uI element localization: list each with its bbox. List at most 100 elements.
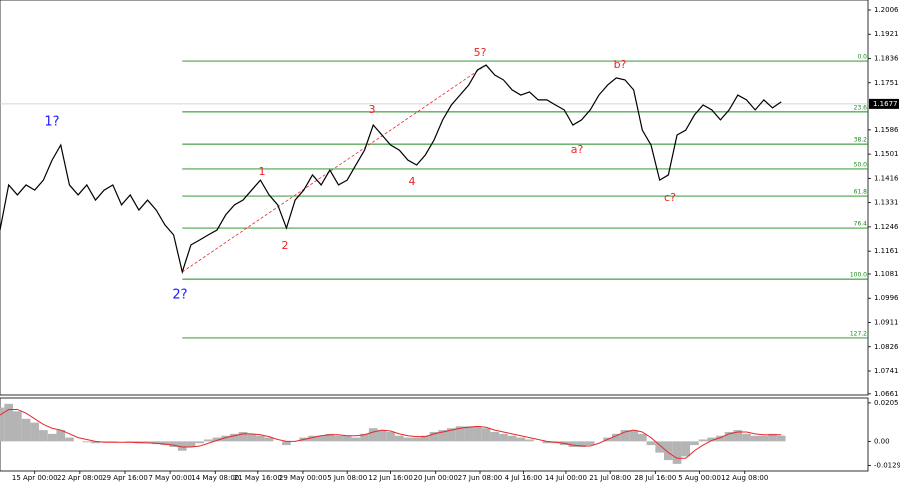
osc-bar bbox=[186, 441, 196, 447]
wave-label: 1? bbox=[44, 115, 59, 130]
osc-bar bbox=[351, 437, 361, 442]
osc-bar bbox=[768, 433, 777, 442]
osc-bar bbox=[611, 433, 621, 442]
osc-bar bbox=[169, 441, 178, 447]
osc-bar bbox=[742, 433, 751, 442]
osc-bar bbox=[759, 435, 769, 442]
osc-bar bbox=[334, 435, 343, 442]
osc-bar bbox=[707, 437, 717, 442]
osc-bar bbox=[203, 439, 213, 442]
x-tick-label: 14 Jul 00:00 bbox=[545, 474, 587, 482]
osc-bar bbox=[65, 437, 74, 442]
osc-bar bbox=[473, 426, 482, 442]
osc-bar bbox=[429, 431, 439, 442]
osc-tick-label: -0.0129 bbox=[874, 462, 900, 470]
osc-bar bbox=[247, 433, 257, 442]
osc-bar bbox=[21, 418, 31, 442]
y-tick-label: 1.1836 bbox=[874, 55, 899, 63]
osc-bar bbox=[776, 435, 786, 442]
y-tick-label: 1.1921 bbox=[874, 30, 899, 38]
osc-bar bbox=[499, 433, 508, 442]
x-tick-label: 29 Apr 16:00 bbox=[102, 474, 148, 482]
osc-bar bbox=[0, 407, 5, 442]
price-line bbox=[0, 64, 782, 275]
y-tick-label: 1.1331 bbox=[874, 199, 899, 207]
x-tick-label: 28 Jul 16:00 bbox=[634, 474, 676, 482]
osc-bar bbox=[507, 435, 517, 442]
osc-bar bbox=[577, 441, 586, 447]
osc-bar bbox=[629, 430, 638, 442]
wave-label: c? bbox=[664, 191, 676, 204]
osc-bar bbox=[724, 431, 734, 442]
osc-bar bbox=[690, 441, 699, 446]
y-tick-label: 1.1246 bbox=[874, 223, 899, 231]
osc-bar bbox=[82, 441, 92, 443]
osc-bar bbox=[637, 433, 647, 442]
osc-bar bbox=[212, 437, 222, 442]
osc-bar bbox=[568, 441, 578, 447]
osc-bar bbox=[681, 441, 691, 457]
osc-bar bbox=[4, 403, 14, 442]
osc-bar bbox=[195, 441, 204, 444]
y-tick-label: 1.1416 bbox=[874, 174, 899, 182]
x-tick-label: 12 Jun 16:00 bbox=[368, 474, 412, 482]
x-tick-label: 27 Jun 08:00 bbox=[458, 474, 502, 482]
x-tick-label: 29 May 00:00 bbox=[279, 474, 327, 482]
x-tick-label: 20 Jun 00:00 bbox=[414, 474, 458, 482]
wave-label: 5? bbox=[474, 46, 487, 59]
osc-bar bbox=[481, 428, 491, 442]
y-tick-label: 1.1081 bbox=[874, 270, 899, 278]
osc-bar bbox=[620, 430, 630, 442]
osc-bar bbox=[394, 435, 404, 442]
osc-bar bbox=[542, 441, 552, 444]
fib-label: 100.0 bbox=[850, 272, 867, 279]
wave-label: 2? bbox=[172, 288, 187, 303]
osc-bar bbox=[30, 422, 40, 442]
osc-bar bbox=[420, 435, 430, 442]
x-tick-label: 7 May 00:00 bbox=[148, 474, 192, 482]
current-price-box bbox=[869, 98, 899, 109]
osc-bar bbox=[256, 435, 265, 442]
x-tick-label: 4 Jul 16:00 bbox=[505, 474, 543, 482]
fib-label: 38.2 bbox=[854, 137, 868, 144]
fib-label: 23.6 bbox=[854, 104, 868, 111]
fib-label: 0.0 bbox=[857, 54, 867, 61]
osc-bar bbox=[490, 431, 500, 442]
x-tick-label: 5 Jun 08:00 bbox=[327, 474, 367, 482]
y-tick-label: 1.1586 bbox=[874, 126, 899, 134]
osc-bar bbox=[230, 433, 239, 442]
y-tick-label: 1.2006 bbox=[874, 6, 899, 14]
osc-bar bbox=[672, 441, 682, 464]
osc-bar bbox=[525, 439, 534, 442]
y-tick-label: 1.0996 bbox=[874, 294, 899, 302]
x-tick-label: 12 Aug 08:00 bbox=[721, 474, 768, 482]
osc-tick-label: 0.0205 bbox=[874, 399, 899, 407]
osc-bar bbox=[664, 441, 673, 461]
wave-label: 4 bbox=[409, 175, 416, 188]
fib-label: 50.0 bbox=[854, 161, 868, 168]
fib-label: 127.2 bbox=[850, 330, 867, 337]
osc-bar bbox=[47, 433, 57, 442]
y-tick-label: 1.1751 bbox=[874, 79, 899, 87]
osc-bar bbox=[377, 430, 387, 442]
osc-bar bbox=[516, 437, 526, 442]
osc-bar bbox=[412, 437, 421, 442]
osc-bar bbox=[325, 433, 335, 442]
y-tick-label: 1.0741 bbox=[874, 367, 899, 375]
wave-label: 2 bbox=[282, 239, 289, 252]
osc-bar bbox=[750, 435, 760, 442]
y-tick-label: 1.0661 bbox=[874, 390, 899, 398]
osc-bar bbox=[39, 430, 48, 442]
osc-signal bbox=[0, 408, 782, 459]
wave-label: 1 bbox=[259, 165, 266, 178]
osc-bar bbox=[655, 441, 665, 453]
osc-bar bbox=[733, 430, 743, 442]
osc-bar bbox=[585, 441, 595, 446]
osc-bar bbox=[646, 441, 656, 446]
trend-line bbox=[182, 64, 487, 273]
osc-bar bbox=[360, 433, 369, 442]
x-tick-label: 5 Aug 00:00 bbox=[678, 474, 721, 482]
wave-label: 3 bbox=[369, 103, 376, 116]
osc-bar bbox=[264, 437, 274, 442]
